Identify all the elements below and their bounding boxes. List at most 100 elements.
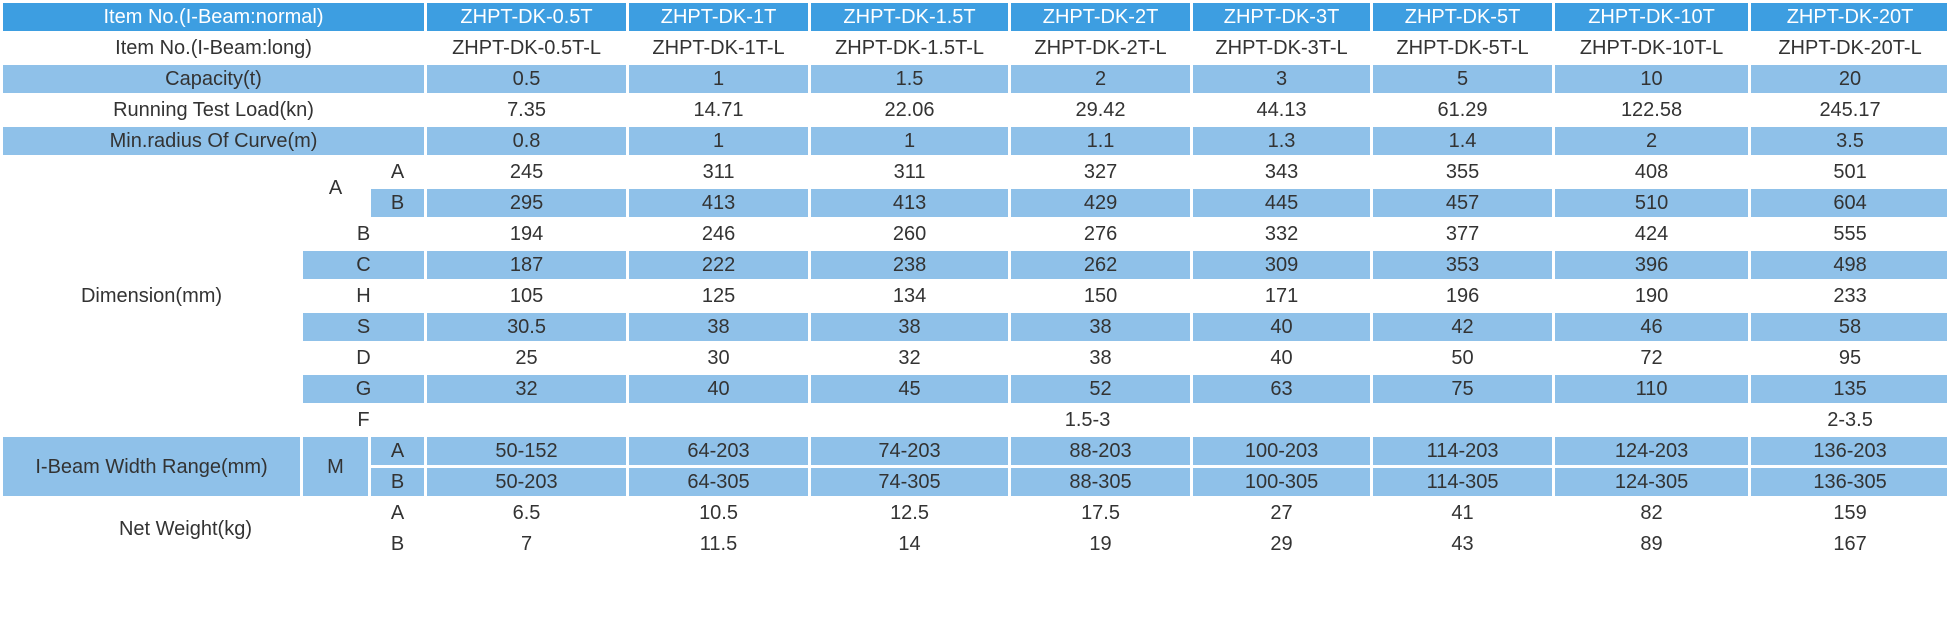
table-row: Running Test Load(kn) 7.35 14.71 22.06 2… (0, 93, 1947, 127)
model-cell: ZHPT-DK-0.5T (424, 0, 630, 34)
table-cell: ZHPT-DK-2T-L (1008, 31, 1194, 65)
table-row: C 187 222 238 262 309 353 396 498 (1, 248, 1947, 282)
beam-width-label: I-Beam Width Range(mm) (0, 434, 303, 499)
table-cell-merged: 1.5-3 (424, 403, 1752, 437)
table-cell: 25 (424, 341, 630, 375)
table-cell: 88-305 (1008, 465, 1194, 499)
table-cell: 295 (424, 186, 630, 220)
table-cell: 72 (1552, 341, 1752, 375)
table-cell: 19 (1008, 527, 1194, 561)
table-cell: 7 (424, 527, 630, 561)
table-cell: 38 (808, 310, 1012, 344)
table-cell: 122.58 (1552, 93, 1752, 127)
table-cell: 1 (808, 124, 1012, 158)
table-cell: 38 (626, 310, 812, 344)
table-cell: 1.3 (1190, 124, 1374, 158)
table-cell: 41 (1370, 496, 1556, 530)
table-cell: 45 (808, 372, 1012, 406)
table-cell: 42 (1370, 310, 1556, 344)
table-cell: 64-305 (626, 465, 812, 499)
table-cell: 136-203 (1748, 434, 1947, 468)
table-cell: 413 (626, 186, 812, 220)
table-row: H 105 125 134 150 171 196 190 233 (1, 279, 1947, 313)
table-cell: 276 (1008, 217, 1194, 251)
table-row: Item No.(I-Beam:long) ZHPT-DK-0.5T-L ZHP… (0, 31, 1947, 65)
table-cell: 445 (1190, 186, 1374, 220)
table-cell: 30 (626, 341, 812, 375)
table-cell: 61.29 (1370, 93, 1556, 127)
table-cell: 58 (1748, 310, 1947, 344)
table-cell: 429 (1008, 186, 1194, 220)
table-cell: 604 (1748, 186, 1947, 220)
table-cell: 43 (1370, 527, 1556, 561)
table-cell: 1 (626, 62, 812, 96)
model-cell: ZHPT-DK-2T (1008, 0, 1194, 34)
table-cell: 95 (1748, 341, 1947, 375)
table-cell: 100-305 (1190, 465, 1374, 499)
table-cell: 75 (1370, 372, 1556, 406)
model-cell: ZHPT-DK-3T (1190, 0, 1374, 34)
table-cell: 457 (1370, 186, 1556, 220)
table-cell: ZHPT-DK-20T-L (1748, 31, 1947, 65)
spec-table: Item No.(I-Beam:normal) ZHPT-DK-0.5T ZHP… (0, 0, 1947, 561)
table-cell: 413 (808, 186, 1012, 220)
table-row: Min.radius Of Curve(m) 0.8 1 1 1.1 1.3 1… (0, 124, 1947, 158)
table-cell: 194 (424, 217, 630, 251)
table-cell: 29.42 (1008, 93, 1194, 127)
table-cell: 245.17 (1748, 93, 1947, 127)
table-cell: 2 (1008, 62, 1194, 96)
table-cell: 510 (1552, 186, 1752, 220)
row-label: Min.radius Of Curve(m) (0, 124, 428, 158)
table-cell: 124-203 (1552, 434, 1752, 468)
table-cell: 74-305 (808, 465, 1012, 499)
table-cell: 135 (1748, 372, 1947, 406)
table-row: B 194 246 260 276 332 377 424 555 (1, 217, 1947, 251)
net-weight-label: Net Weight(kg) (0, 496, 371, 561)
sub-label: S (299, 310, 428, 344)
table-cell: 327 (1008, 155, 1194, 189)
table-cell: 89 (1552, 527, 1752, 561)
model-cell: ZHPT-DK-1.5T (808, 0, 1012, 34)
table-cell: 159 (1748, 496, 1947, 530)
table-row: S 30.5 38 38 38 40 42 46 58 (1, 310, 1947, 344)
sub-label: A (367, 155, 428, 189)
sub-label: B (367, 186, 428, 220)
table-cell: 1 (626, 124, 812, 158)
table-cell: 309 (1190, 248, 1374, 282)
table-cell: 10 (1552, 62, 1752, 96)
table-cell: 498 (1748, 248, 1947, 282)
table-cell: 22.06 (808, 93, 1012, 127)
table-cell: 7.35 (424, 93, 630, 127)
table-cell: 74-203 (808, 434, 1012, 468)
table-cell: ZHPT-DK-5T-L (1370, 31, 1556, 65)
table-cell: 501 (1748, 155, 1947, 189)
sub-label: D (299, 341, 428, 375)
table-cell: 424 (1552, 217, 1752, 251)
table-cell: 44.13 (1190, 93, 1374, 127)
table-cell: 246 (626, 217, 812, 251)
table-cell: 50-203 (424, 465, 630, 499)
row-label: Running Test Load(kn) (0, 93, 428, 127)
table-cell: 2-3.5 (1748, 403, 1947, 437)
table-cell: 14.71 (626, 93, 812, 127)
sub-label: A (367, 434, 428, 468)
table-cell: 332 (1190, 217, 1374, 251)
table-cell: 114-305 (1370, 465, 1556, 499)
table-cell: 32 (424, 372, 630, 406)
sub-label: G (299, 372, 428, 406)
row-label: Item No.(I-Beam:long) (0, 31, 428, 65)
table-cell: 40 (626, 372, 812, 406)
table-cell: 88-203 (1008, 434, 1194, 468)
table-cell: ZHPT-DK-1.5T-L (808, 31, 1012, 65)
table-cell: 124-305 (1552, 465, 1752, 499)
table-cell: 40 (1190, 341, 1374, 375)
table-row: I-Beam Width Range(mm) M A 50-152 64-203… (0, 434, 1947, 499)
table-cell: 1.5 (808, 62, 1012, 96)
table-cell: 105 (424, 279, 630, 313)
sub-label: B (299, 217, 428, 251)
table-cell: 27 (1190, 496, 1374, 530)
sub-label: C (299, 248, 428, 282)
sub-label: A (367, 496, 428, 530)
table-cell: 196 (1370, 279, 1556, 313)
table-cell: 311 (626, 155, 812, 189)
